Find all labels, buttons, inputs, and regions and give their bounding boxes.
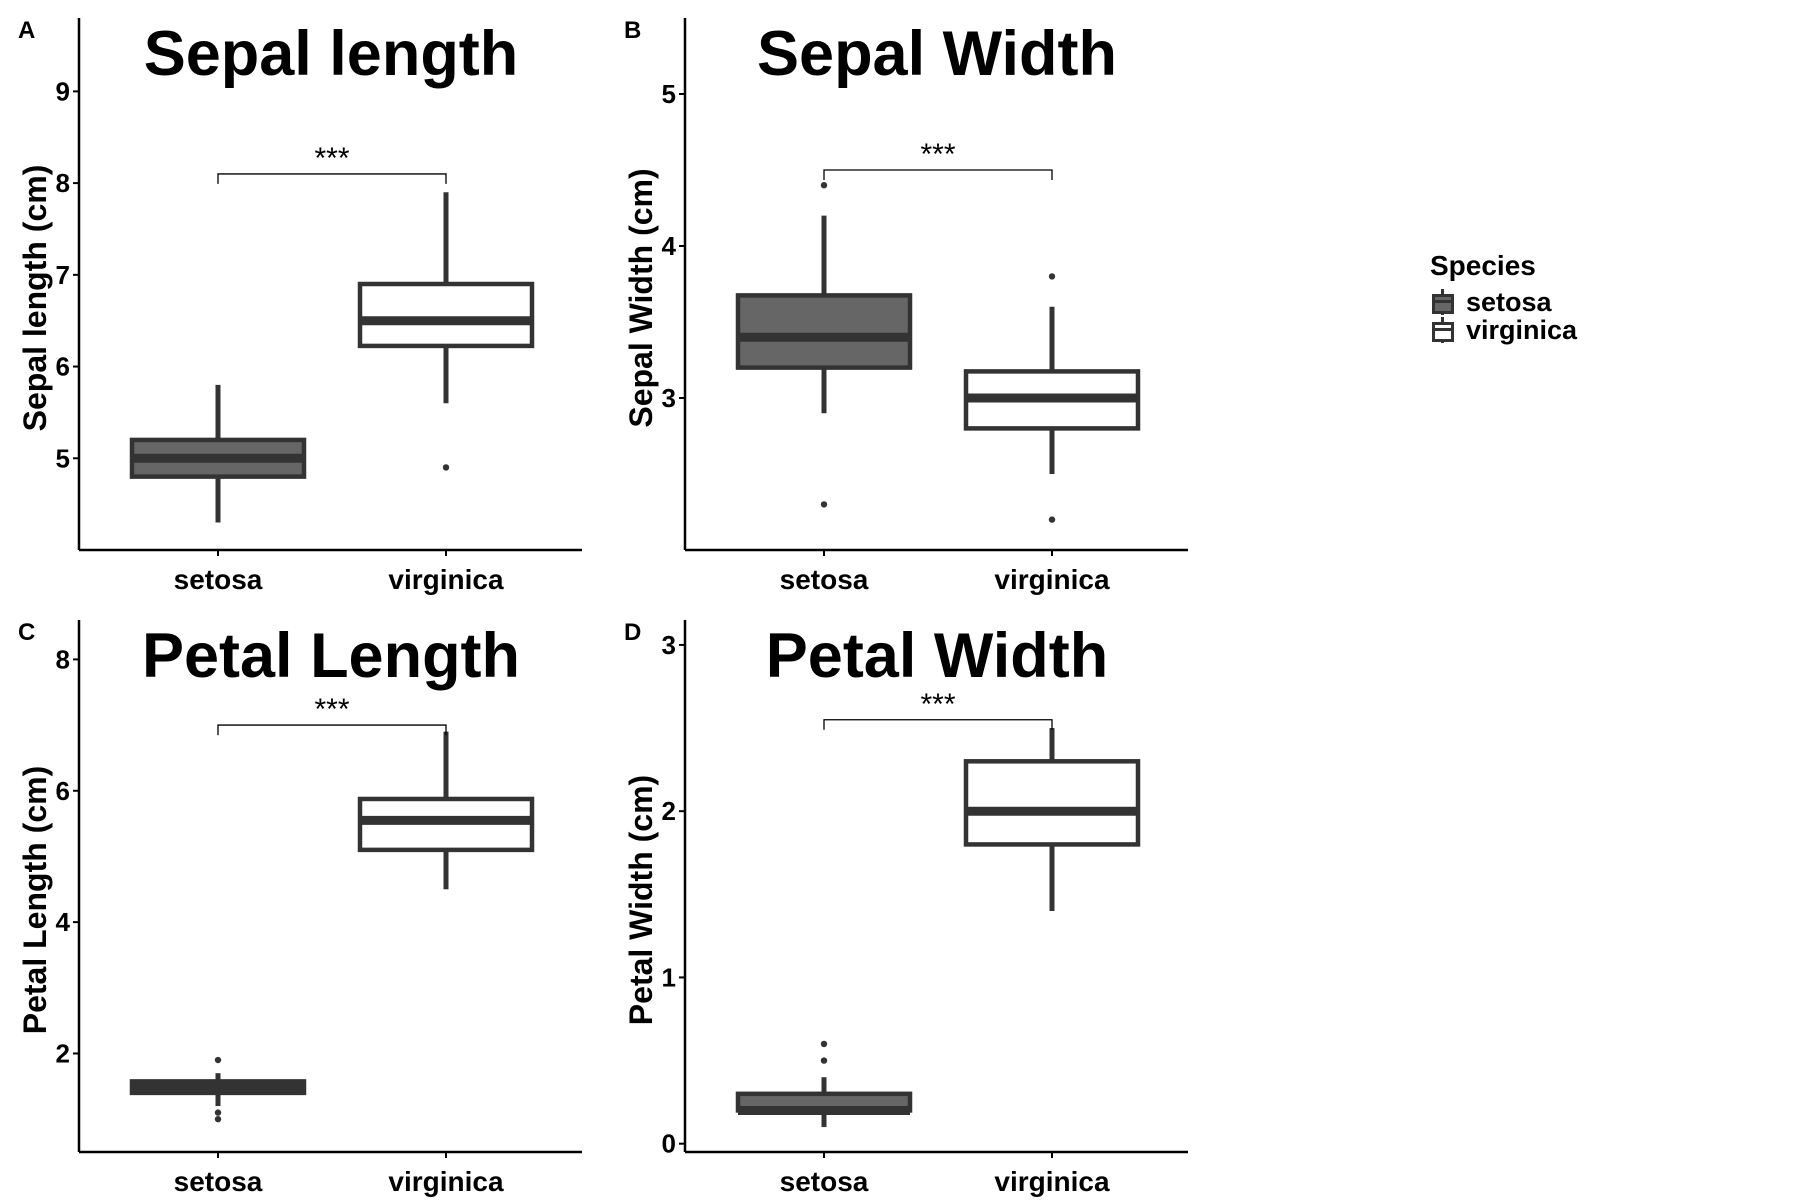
- significance-bracket: [217, 724, 447, 736]
- y-tick-label: 6: [56, 352, 70, 382]
- significance-bracket: [823, 719, 1053, 730]
- outlier-point-setosa: [820, 1040, 828, 1048]
- y-tick-label: 2: [662, 796, 676, 826]
- legend-item-virginica: virginica: [1430, 314, 1578, 345]
- outlier-point-virginica: [442, 464, 450, 471]
- y-axis-label: Sepal length (cm): [17, 165, 53, 432]
- panel-tag: D: [624, 619, 641, 646]
- legend-swatch-virginica: [1432, 322, 1454, 342]
- box-virginica: [963, 759, 1141, 847]
- panel-tag: A: [18, 17, 35, 44]
- panel-a: A Sepal length Sepal length (cm)5 6 7 8 9 setos…: [17, 17, 582, 595]
- y-tick-label: 0: [662, 1129, 676, 1159]
- x-tick-label-setosa: setosa: [780, 564, 869, 595]
- legend-key-setosa: [1430, 289, 1454, 315]
- y-tick-label: 4: [662, 231, 677, 261]
- outlier-point-setosa: [820, 501, 828, 508]
- y-tick-label: 1: [662, 962, 676, 992]
- significance-label: ***: [314, 142, 349, 175]
- y-axis-label: Sepal Width (cm): [623, 168, 659, 427]
- legend-key-virginica: [1430, 317, 1454, 343]
- y-tick-label: 7: [56, 260, 70, 290]
- x-tick-label-setosa: setosa: [174, 1166, 263, 1197]
- x-tick-label-virginica: virginica: [388, 564, 504, 595]
- panel-d: D Petal Width Petal Width (cm) 0 1 2 3 setosa vi…: [623, 619, 1188, 1197]
- legend-label-virginica: virginica: [1466, 314, 1578, 345]
- legend-label-setosa: setosa: [1466, 286, 1552, 317]
- outlier-point-setosa: [214, 1056, 222, 1064]
- legend: Species setosa virginica: [1430, 250, 1578, 345]
- legend-item-setosa: setosa: [1430, 286, 1577, 317]
- panel-c: C Petal Length Petal Length (cm)2 4 6 8 setosa…: [17, 619, 582, 1197]
- y-tick-label: 4: [56, 907, 71, 937]
- y-tick-label: 8: [56, 644, 70, 674]
- panel-b: B Sepal Width Sepal Width (cm) 3 4 5 setosa vir…: [623, 17, 1188, 595]
- box-virginica: [357, 281, 535, 349]
- y-axis-label: Petal Width (cm): [623, 775, 659, 1025]
- x-tick-label-setosa: setosa: [174, 564, 263, 595]
- y-tick-label: 5: [662, 79, 676, 109]
- x-tick-label-virginica: virginica: [388, 1166, 504, 1197]
- outlier-point-virginica: [1048, 273, 1056, 280]
- y-tick-label: 3: [662, 383, 676, 413]
- x-tick-label-virginica: virginica: [994, 564, 1110, 595]
- legend-swatch-setosa: [1432, 294, 1454, 314]
- y-tick-label: 3: [662, 630, 676, 660]
- y-tick-label: 8: [56, 168, 70, 198]
- outlier-point-setosa: [214, 1115, 222, 1123]
- panel-title: Petal Length: [142, 621, 520, 691]
- legend-title: Species: [1430, 250, 1536, 281]
- panel-title: Sepal length: [144, 19, 519, 89]
- outlier-point-setosa: [820, 182, 828, 189]
- outlier-point-virginica: [1048, 516, 1056, 523]
- y-tick-label: 2: [56, 1038, 70, 1068]
- x-tick-label-virginica: virginica: [994, 1166, 1110, 1197]
- y-axis-label: Petal Length (cm): [17, 766, 53, 1034]
- significance-label: ***: [920, 138, 955, 171]
- panel-title: Petal Width: [766, 621, 1108, 691]
- significance-bracket: [823, 169, 1053, 180]
- outlier-point-setosa: [820, 1057, 828, 1064]
- significance-label: ***: [314, 693, 349, 726]
- significance-label: ***: [920, 688, 955, 721]
- panel-tag: C: [18, 619, 35, 646]
- y-tick-label: 6: [56, 776, 70, 806]
- box-setosa: [735, 293, 913, 370]
- y-tick-label: 5: [56, 443, 70, 473]
- outlier-point-setosa: [214, 1109, 222, 1116]
- panel-title: Sepal Width: [757, 19, 1117, 89]
- significance-bracket: [217, 173, 447, 184]
- y-tick-label: 9: [56, 76, 70, 106]
- panel-tag: B: [624, 17, 641, 44]
- x-tick-label-setosa: setosa: [780, 1166, 869, 1197]
